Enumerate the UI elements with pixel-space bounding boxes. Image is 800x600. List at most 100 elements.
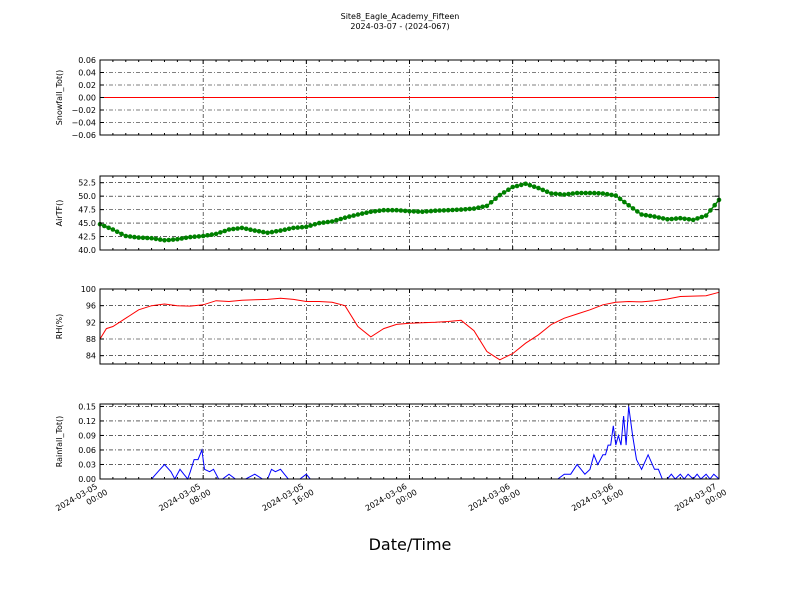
x-axis-label: Date/Time: [369, 535, 452, 554]
data-point: [433, 208, 438, 213]
data-point: [712, 202, 717, 208]
data-point: [110, 227, 116, 232]
y-tick-label: 88: [86, 335, 96, 344]
data-point: [686, 217, 692, 222]
y-axis-label: AirTF(): [55, 200, 64, 227]
data-point: [708, 208, 713, 213]
data-point: [497, 192, 503, 198]
data-point: [145, 235, 150, 241]
data-point: [622, 199, 627, 205]
y-axis-label: RH(%): [55, 314, 64, 339]
data-point: [540, 187, 546, 193]
data-point: [170, 237, 176, 242]
y-tick-label: 0.06: [78, 446, 96, 455]
data-point: [557, 191, 563, 197]
data-point: [415, 209, 421, 214]
data-point: [647, 213, 653, 219]
data-point: [471, 206, 477, 211]
data-point: [372, 209, 378, 214]
subplots: −0.06 −0.04 −0.02 0.00 0.02 0.04 0.06 Snowfall_…: [55, 56, 722, 484]
data-point: [476, 205, 481, 210]
data-point: [334, 217, 339, 223]
data-point: [308, 223, 313, 228]
data-point: [454, 207, 460, 213]
data-point: [523, 181, 528, 187]
y-tick-label: 0.02: [78, 81, 96, 90]
data-point: [428, 208, 434, 214]
y-tick-label: 92: [86, 318, 96, 327]
series-line: [99, 291, 720, 361]
data-point: [604, 191, 610, 197]
y-tick-label: 40.0: [78, 246, 96, 255]
data-point: [656, 215, 662, 220]
data-point: [574, 190, 580, 196]
y-tick-label: 0.00: [78, 94, 96, 103]
data-point: [329, 219, 335, 224]
data-point: [359, 211, 365, 216]
subplot-1: −0.06 −0.04 −0.02 0.00 0.02 0.04 0.06 Snowfall_…: [55, 56, 720, 140]
data-point: [652, 214, 657, 219]
data-point: [351, 213, 356, 218]
data-point: [364, 210, 369, 215]
data-point: [411, 209, 417, 214]
data-point: [510, 184, 515, 190]
data-point: [596, 191, 601, 196]
y-tick-label: 0.06: [78, 56, 96, 65]
data-point: [690, 217, 696, 223]
data-point: [519, 182, 524, 188]
data-point: [635, 209, 640, 214]
subplot-2: 40.0 42.5 45.0 47.5 50.0 52.5 AirTF(): [55, 175, 722, 255]
data-point: [441, 208, 447, 213]
data-point: [127, 234, 133, 239]
subplot-4: 0.00 0.03 0.06 0.09 0.12 0.15 Rainfall_Tot(): [55, 402, 720, 484]
data-point: [231, 226, 236, 232]
data-point: [458, 207, 464, 212]
data-point: [368, 209, 374, 215]
data-point: [248, 227, 253, 232]
data-point: [188, 234, 193, 240]
y-tick-label: 0.04: [78, 69, 96, 78]
data-point: [617, 196, 623, 202]
y-tick-label: 96: [86, 302, 96, 311]
data-point: [299, 224, 305, 230]
data-point: [166, 237, 172, 243]
y-tick-label: 52.5: [78, 179, 96, 188]
data-point: [385, 207, 391, 213]
data-point: [643, 212, 649, 218]
data-point: [325, 219, 331, 225]
data-point: [222, 228, 227, 234]
data-point: [630, 206, 636, 211]
data-point: [480, 204, 485, 210]
subplot-3: 84 88 92 96 100 RH(%): [55, 285, 720, 365]
data-point: [218, 230, 223, 235]
data-point: [390, 207, 395, 213]
data-point: [549, 191, 554, 196]
y-axis-label: Snowfall_Tot(): [55, 70, 64, 126]
data-point: [321, 220, 326, 225]
data-point: [493, 196, 498, 201]
data-point: [536, 185, 541, 191]
y-tick-label: −0.06: [71, 131, 96, 140]
data-point: [243, 226, 249, 232]
data-point: [226, 227, 232, 232]
data-point: [501, 190, 507, 195]
data-point: [609, 192, 614, 198]
data-point: [235, 226, 240, 231]
y-tick-label: −0.02: [71, 106, 96, 115]
y-tick-label: 0.09: [78, 431, 96, 440]
data-point: [488, 200, 494, 205]
data-point: [355, 212, 361, 217]
y-tick-label: 47.5: [78, 206, 96, 215]
data-point: [149, 235, 154, 241]
data-point: [209, 232, 215, 237]
data-point: [381, 207, 387, 213]
data-point: [600, 191, 606, 196]
data-point: [291, 225, 296, 231]
x-tick-label: 2024-03-0608:00: [467, 479, 522, 522]
data-point: [347, 214, 352, 219]
y-tick-label: −0.04: [71, 119, 96, 128]
data-point: [252, 228, 258, 233]
data-point: [136, 235, 141, 240]
data-point: [200, 233, 206, 239]
data-point: [695, 216, 700, 221]
